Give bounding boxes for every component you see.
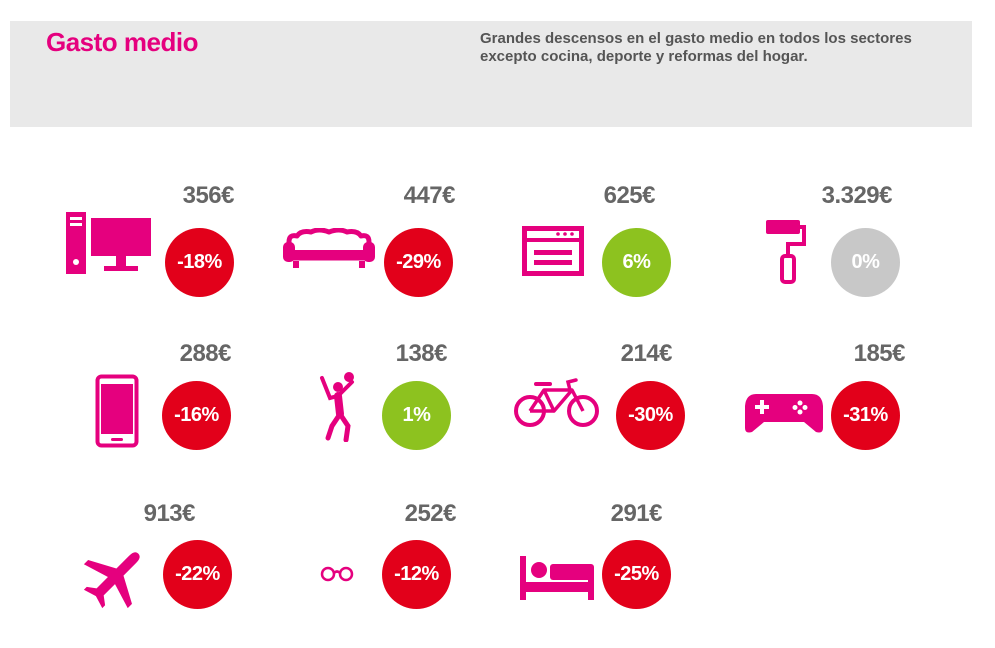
item-amount: 214€: [620, 340, 673, 367]
item-amount: 356€: [182, 182, 235, 209]
item-kitchen: 625€ 6%: [516, 182, 716, 297]
header-panel: [10, 21, 972, 127]
item-amount: 3.329€: [821, 182, 893, 209]
sofa-icon: [283, 228, 375, 268]
item-amount: 252€: [404, 500, 457, 527]
item-amount: 447€: [403, 182, 456, 209]
bed-icon: [520, 556, 594, 600]
item-home-improvement: 3.329€ 0%: [760, 182, 960, 297]
item-amount: 185€: [853, 340, 906, 367]
bicycle-icon: [512, 378, 602, 430]
page-subtitle: Grandes descensos en el gasto medio en t…: [480, 30, 912, 65]
smartphone-icon: [95, 374, 139, 448]
item-sports: 138€ 1%: [280, 340, 480, 450]
desktop-computer-icon: [66, 212, 152, 276]
item-amount: 625€: [603, 182, 656, 209]
item-mobile: 288€ -16%: [60, 340, 260, 450]
sport-player-icon: [318, 372, 364, 442]
change-badge: 6%: [602, 228, 671, 297]
item-video-games: 185€ -31%: [744, 340, 944, 450]
change-badge: -30%: [616, 381, 685, 450]
page-title: Gasto medio: [46, 27, 198, 57]
change-badge: 0%: [831, 228, 900, 297]
item-optics: 252€ -12%: [280, 500, 480, 609]
item-travel: 913€ -22%: [60, 500, 260, 609]
item-hotels: 291€ -25%: [516, 500, 716, 609]
change-badge: -16%: [162, 381, 231, 450]
change-badge: 1%: [382, 381, 451, 450]
item-technology: 356€ -18%: [60, 182, 260, 297]
item-furniture: 447€ -29%: [280, 182, 480, 297]
item-bicycles: 214€ -30%: [510, 340, 710, 450]
item-amount: 288€: [179, 340, 232, 367]
item-amount: 913€: [143, 500, 196, 527]
item-amount: 138€: [395, 340, 448, 367]
change-badge: -18%: [165, 228, 234, 297]
change-badge: -12%: [382, 540, 451, 609]
glasses-icon: [320, 566, 354, 582]
item-amount: 291€: [610, 500, 663, 527]
oven-icon: [522, 226, 584, 276]
paint-roller-icon: [766, 220, 806, 284]
change-badge: -29%: [384, 228, 453, 297]
airplane-icon: [80, 542, 150, 612]
gamepad-icon: [744, 392, 824, 434]
change-badge: -22%: [163, 540, 232, 609]
change-badge: -31%: [831, 381, 900, 450]
change-badge: -25%: [602, 540, 671, 609]
